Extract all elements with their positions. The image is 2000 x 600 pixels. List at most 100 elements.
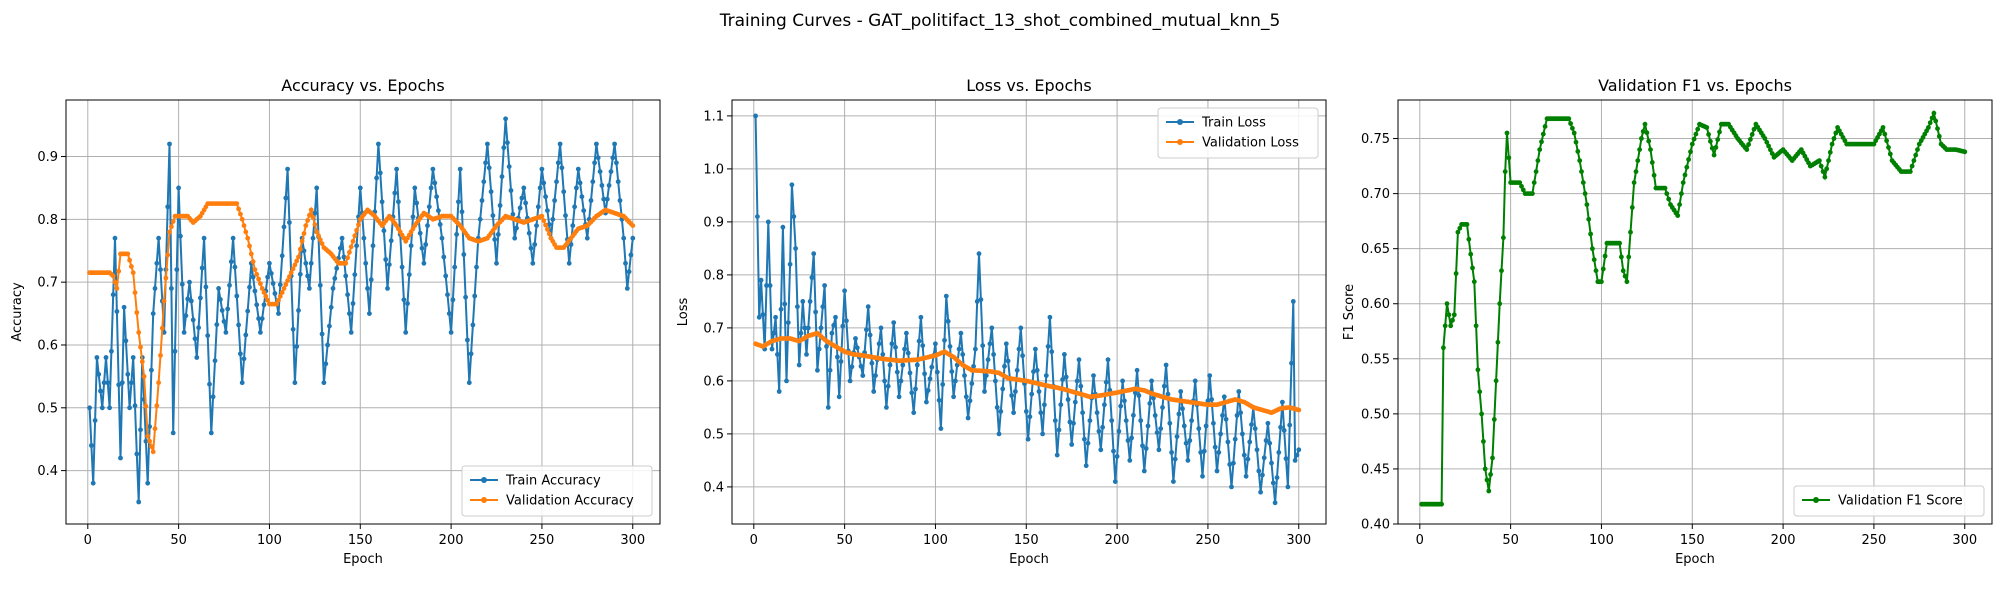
data-point — [882, 378, 887, 384]
data-point — [150, 449, 156, 455]
data-point — [347, 311, 352, 316]
data-point — [401, 297, 407, 303]
data-point — [621, 235, 627, 241]
data-point — [1003, 341, 1009, 347]
data-point — [248, 251, 254, 257]
data-point — [314, 185, 320, 191]
data-point — [554, 179, 559, 185]
data-point — [1205, 398, 1211, 404]
data-point — [334, 265, 340, 271]
data-point — [864, 327, 869, 333]
data-point — [354, 227, 359, 233]
data-point — [452, 264, 458, 270]
data-point — [630, 235, 636, 241]
data-point — [308, 260, 314, 266]
data-point — [434, 194, 439, 200]
x-tick-label: 150 — [1014, 533, 1039, 548]
data-point — [406, 272, 412, 277]
data-point — [545, 227, 550, 232]
data-point — [1717, 129, 1722, 135]
data-point — [604, 196, 610, 202]
data-point — [528, 245, 534, 251]
data-point — [1933, 118, 1939, 124]
data-point — [109, 348, 114, 354]
data-point — [276, 311, 281, 316]
data-point — [321, 380, 327, 386]
legend-marker — [481, 497, 487, 503]
data-point — [1232, 436, 1238, 442]
data-point — [1824, 166, 1830, 172]
data-point — [446, 311, 452, 316]
data-point — [377, 170, 383, 176]
data-point — [1125, 438, 1131, 443]
data-point — [1584, 202, 1590, 208]
data-point — [149, 367, 154, 373]
data-point — [178, 233, 183, 239]
data-point — [468, 351, 474, 357]
data-point — [381, 228, 387, 234]
legend-box — [1157, 107, 1319, 159]
data-point — [982, 389, 987, 394]
legend-marker — [1813, 497, 1819, 503]
data-point — [294, 344, 300, 349]
data-point — [838, 359, 844, 364]
data-point — [858, 363, 864, 369]
data-point — [339, 235, 345, 241]
data-point — [1591, 257, 1597, 263]
data-point — [361, 235, 367, 241]
data-point — [934, 369, 940, 375]
x-axis-label: Epoch — [343, 552, 383, 567]
data-point — [354, 243, 359, 249]
data-point — [1013, 389, 1018, 394]
data-point — [570, 223, 576, 229]
data-point — [1915, 147, 1920, 153]
data-point — [1911, 158, 1917, 164]
data-point — [559, 165, 565, 171]
data-point — [501, 145, 507, 151]
data-point — [292, 262, 298, 268]
data-point — [332, 276, 338, 281]
data-point — [1539, 139, 1544, 145]
data-point — [1820, 169, 1826, 175]
data-point — [1265, 420, 1271, 426]
data-point — [1531, 180, 1537, 186]
data-point — [357, 185, 363, 191]
data-point — [250, 274, 256, 280]
data-point — [581, 208, 587, 214]
data-point — [114, 286, 120, 291]
data-point — [530, 260, 536, 266]
data-point — [914, 362, 920, 368]
data-point — [764, 283, 769, 288]
axes-frame — [65, 99, 661, 525]
data-point — [1270, 480, 1276, 486]
y-tick-label: 0.45 — [1361, 462, 1390, 477]
data-point — [557, 141, 563, 147]
data-point — [198, 295, 203, 301]
legend-box — [1793, 485, 1985, 517]
data-point — [1225, 439, 1231, 445]
data-point — [503, 116, 508, 122]
data-point — [256, 276, 261, 282]
data-point — [158, 353, 163, 358]
data-point — [1276, 450, 1282, 455]
data-point — [942, 337, 947, 343]
data-point — [909, 390, 915, 396]
data-point — [1451, 312, 1457, 318]
data-point — [1709, 145, 1715, 151]
data-point — [299, 238, 305, 244]
data-point — [1675, 213, 1681, 219]
data-point — [869, 360, 875, 366]
data-point — [971, 363, 976, 369]
data-point — [615, 179, 621, 185]
data-point — [1187, 438, 1193, 443]
data-point — [317, 282, 323, 288]
data-point — [169, 286, 174, 291]
data-point — [791, 214, 797, 220]
data-point — [1533, 169, 1539, 175]
data-point — [546, 231, 552, 237]
loss-chart: 0 50 100 150 200 250 300 0.4 0.5 0.6 0.7 0.8 0.9 1.0 1… — [676, 76, 1327, 567]
data-point — [1479, 411, 1484, 417]
data-point — [1080, 410, 1085, 416]
data-point — [994, 405, 1000, 410]
data-point — [1160, 405, 1165, 410]
